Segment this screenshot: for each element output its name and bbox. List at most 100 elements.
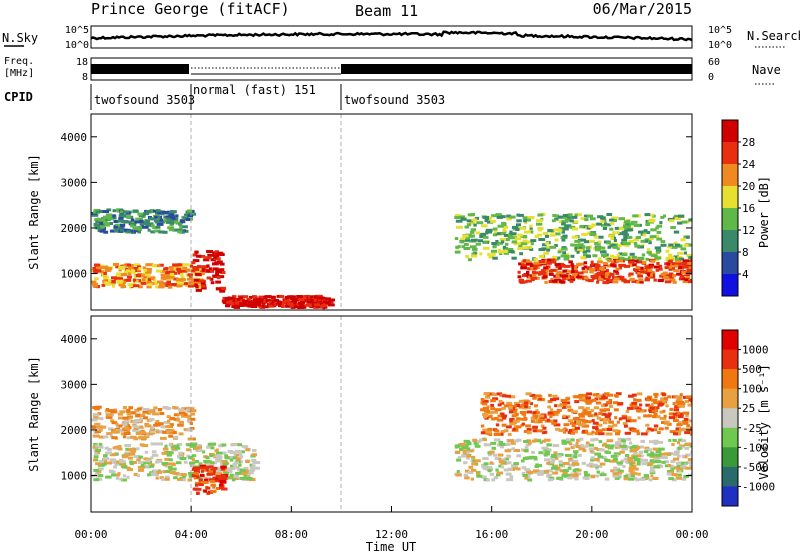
scatter-cell	[227, 470, 233, 474]
scatter-cell	[152, 412, 160, 416]
scatter-cell	[220, 443, 227, 447]
scatter-cell	[561, 274, 568, 278]
scatter-cell	[673, 230, 680, 234]
scatter-cell	[516, 454, 522, 458]
scatter-cell	[580, 393, 588, 397]
scatter-cell	[677, 266, 683, 270]
scatter-cell	[598, 267, 605, 271]
scatter-cell	[579, 414, 585, 418]
scatter-cell	[633, 242, 638, 245]
scatter-cell	[287, 302, 294, 306]
colorbar-tick: 24	[742, 158, 756, 171]
scatter-cell	[533, 271, 539, 275]
scatter-cell	[126, 416, 133, 420]
scatter-cell	[245, 460, 250, 464]
scatter-cell	[511, 225, 519, 229]
scatter-cell	[480, 408, 486, 412]
scatter-cell	[509, 419, 513, 423]
scatter-cell	[91, 425, 96, 429]
scatter-cell	[552, 413, 559, 417]
scatter-cell	[527, 240, 531, 244]
scatter-cell	[502, 416, 507, 420]
scatter-cell	[501, 406, 506, 410]
scatter-cell	[249, 466, 256, 470]
scatter-cell	[160, 477, 165, 481]
scatter-cell	[557, 250, 562, 254]
scatter-cell	[679, 444, 685, 448]
scatter-cell	[185, 218, 191, 221]
scatter-cell	[160, 436, 167, 440]
scatter-cell	[571, 235, 578, 239]
scatter-cell	[595, 474, 600, 478]
scatter-cell	[648, 218, 655, 222]
scatter-cell	[642, 233, 646, 237]
scatter-cell	[496, 432, 501, 436]
scatter-cell	[547, 448, 552, 452]
scatter-cell	[552, 464, 556, 468]
scatter-cell	[502, 250, 508, 253]
scatter-cell	[683, 251, 687, 255]
scatter-cell	[204, 478, 208, 482]
scatter-cell	[293, 305, 298, 309]
scatter-cell	[649, 459, 654, 463]
scatter-cell	[677, 251, 684, 255]
scatter-cell	[189, 407, 195, 411]
scatter-cell	[628, 394, 635, 398]
scatter-cell	[489, 472, 495, 476]
scatter-cell	[510, 410, 517, 414]
scatter-cell	[183, 460, 188, 464]
scatter-cell	[594, 412, 598, 416]
scatter-cell	[509, 422, 516, 426]
scatter-cell	[233, 461, 239, 465]
scatter-cell	[671, 262, 678, 266]
scatter-cell	[547, 478, 554, 482]
scatter-cell	[98, 435, 105, 439]
scatter-cell	[664, 426, 669, 430]
scatter-cell	[578, 406, 585, 410]
scatter-cell	[678, 404, 685, 408]
scatter-cell	[110, 419, 115, 423]
scatter-cell	[621, 414, 628, 418]
scatter-cell	[194, 487, 202, 491]
scatter-cell	[673, 241, 678, 245]
scatter-cell	[580, 217, 586, 221]
scatter-cell	[685, 413, 689, 417]
scatter-cell	[542, 426, 547, 430]
scatter-cell	[537, 263, 542, 267]
scatter-cell	[239, 296, 243, 300]
scatter-cell	[638, 230, 644, 234]
scatter-cell	[241, 295, 249, 299]
scatter-cell	[604, 458, 609, 462]
scatter-cell	[465, 236, 470, 240]
scatter-cell	[517, 270, 521, 274]
scatter-cell	[132, 278, 137, 282]
scatter-cell	[521, 422, 525, 426]
scatter-cell	[565, 397, 570, 401]
scatter-cell	[461, 446, 469, 450]
scatter-cell	[577, 395, 582, 399]
scatter-cell	[178, 408, 185, 412]
scatter-cell	[489, 216, 493, 220]
scatter-cell	[120, 280, 126, 284]
scatter-cell	[655, 450, 662, 454]
scatter-cell	[230, 302, 236, 306]
scatter-cell	[298, 304, 305, 307]
scatter-cell	[560, 399, 568, 402]
scatter-cell	[598, 277, 603, 281]
scatter-cell	[522, 239, 528, 243]
scatter-cell	[128, 229, 134, 233]
scatter-cell	[574, 477, 579, 481]
scatter-cell	[629, 277, 635, 281]
scatter-cell	[169, 428, 175, 432]
scatter-cell	[155, 285, 161, 289]
scatter-cell	[91, 213, 99, 217]
scatter-cell	[596, 222, 602, 226]
scatter-cell	[147, 228, 151, 232]
scatter-cell	[554, 257, 559, 261]
scatter-cell	[115, 265, 119, 269]
scatter-cell	[568, 429, 574, 432]
scatter-cell	[168, 434, 174, 438]
scatter-cell	[173, 476, 178, 480]
scatter-cell	[162, 430, 167, 434]
